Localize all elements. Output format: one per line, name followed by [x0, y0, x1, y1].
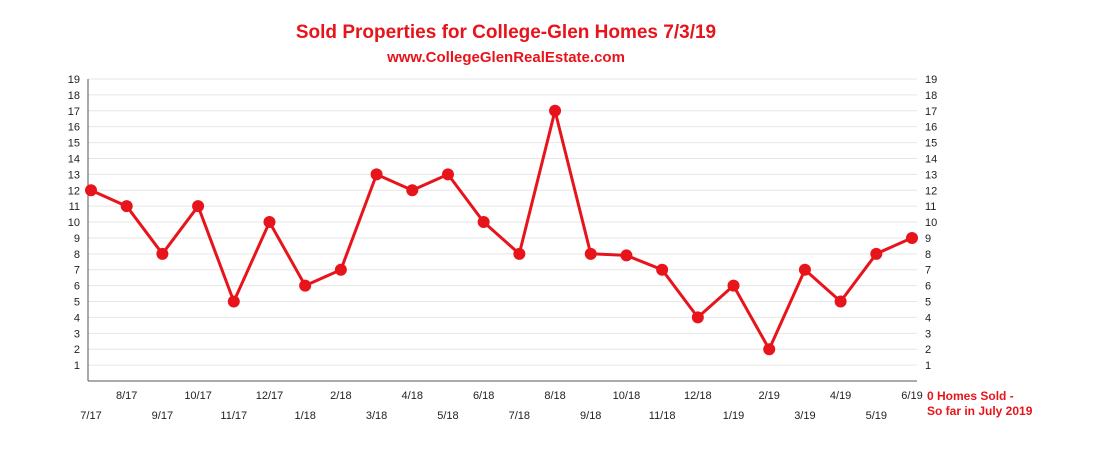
- series-line: [90, 109, 913, 351]
- x-tick-5/18: 5/18: [437, 410, 458, 422]
- y-tick-left-12: 12: [68, 185, 80, 197]
- y-tick-left-6: 6: [74, 281, 80, 293]
- y-tick-left-15: 15: [68, 138, 80, 150]
- x-axis-ticks: 7/17 8/17 9/17 10/17 11/17 12/17 1/18 2/18 3/18 4…: [80, 390, 922, 422]
- y-tick-right-17: 17: [925, 106, 937, 118]
- data-point-6/19: [906, 231, 918, 244]
- y-tick-left-16: 16: [68, 122, 80, 134]
- x-tick-11/18: 11/18: [649, 410, 676, 422]
- x-tick-7/17: 7/17: [80, 410, 101, 422]
- data-point-11/18: [656, 263, 669, 276]
- x-tick-10/17: 10/17: [184, 390, 212, 402]
- data-point-3/18: [370, 168, 383, 181]
- annotation-line-1: 0 Homes Sold -: [927, 389, 1014, 403]
- data-point-12/17: [263, 216, 276, 229]
- series-sold-homes: [85, 104, 918, 356]
- data-point-12/18: [691, 311, 704, 324]
- y-tick-left-4: 4: [74, 312, 80, 324]
- x-tick-5/19: 5/19: [866, 410, 887, 422]
- y-tick-right-2: 2: [925, 344, 931, 356]
- x-tick-3/19: 3/19: [794, 410, 815, 422]
- y-tick-left-17: 17: [68, 106, 80, 118]
- y-tick-left-3: 3: [74, 328, 80, 340]
- y-tick-right-19: 19: [925, 74, 937, 86]
- data-point-2/19: [763, 343, 776, 356]
- data-point-5/18: [441, 168, 454, 181]
- y-tick-left-2: 2: [74, 344, 80, 356]
- y-tick-right-14: 14: [925, 153, 937, 165]
- y-tick-right-18: 18: [925, 90, 937, 102]
- y-tick-right-4: 4: [925, 312, 931, 324]
- y-tick-right-13: 13: [925, 169, 937, 181]
- y-tick-right-15: 15: [925, 138, 937, 150]
- x-tick-8/18: 8/18: [544, 390, 565, 402]
- data-point-2/18: [334, 263, 347, 276]
- data-point-10/17: [192, 200, 205, 213]
- y-tick-right-10: 10: [925, 217, 937, 229]
- y-tick-right-11: 11: [925, 201, 936, 213]
- y-tick-left-9: 9: [74, 233, 80, 245]
- chart-title: Sold Properties for College-Glen Homes 7…: [296, 22, 716, 43]
- gridlines: [88, 78, 917, 366]
- x-tick-7/18: 7/18: [509, 410, 530, 422]
- data-point-3/19: [798, 263, 811, 276]
- x-tick-10/18: 10/18: [613, 390, 641, 402]
- data-point-9/17: [156, 247, 169, 260]
- x-tick-6/19: 6/19: [901, 390, 922, 402]
- data-point-10/18: [620, 249, 633, 262]
- x-tick-11/17: 11/17: [220, 410, 247, 422]
- y-tick-right-7: 7: [925, 265, 931, 277]
- data-point-8/17: [120, 200, 133, 213]
- x-tick-2/18: 2/18: [330, 390, 351, 402]
- data-point-7/18: [513, 247, 526, 260]
- x-tick-6/18: 6/18: [473, 390, 494, 402]
- y-tick-left-7: 7: [74, 265, 80, 277]
- y-tick-right-1: 1: [925, 360, 931, 372]
- data-point-6/18: [477, 216, 490, 229]
- x-tick-8/17: 8/17: [116, 390, 137, 402]
- data-point-5/19: [870, 247, 883, 260]
- x-tick-3/18: 3/18: [366, 410, 387, 422]
- y-tick-right-16: 16: [925, 122, 937, 134]
- data-point-11/17: [227, 295, 240, 308]
- data-point-7/17: [85, 184, 97, 197]
- y-tick-left-18: 18: [68, 90, 80, 102]
- y-tick-left-13: 13: [68, 169, 80, 181]
- annotation-line-2: So far in July 2019: [927, 404, 1033, 418]
- x-tick-4/19: 4/19: [830, 390, 851, 402]
- x-tick-12/17: 12/17: [256, 390, 284, 402]
- y-tick-right-9: 9: [925, 233, 931, 245]
- y-tick-left-19: 19: [68, 74, 80, 86]
- y-tick-right-6: 6: [925, 281, 931, 293]
- y-tick-right-5: 5: [925, 297, 931, 309]
- x-tick-1/18: 1/18: [294, 410, 315, 422]
- y-tick-left-14: 14: [68, 153, 80, 165]
- data-point-1/19: [727, 279, 740, 292]
- y-tick-left-11: 11: [69, 201, 80, 213]
- data-point-9/18: [584, 247, 597, 260]
- y-tick-right-12: 12: [925, 185, 937, 197]
- x-tick-4/18: 4/18: [402, 390, 423, 402]
- x-tick-12/18: 12/18: [684, 390, 712, 402]
- data-point-1/18: [299, 279, 312, 292]
- y-tick-left-8: 8: [74, 249, 80, 261]
- data-point-4/19: [834, 295, 847, 308]
- y-tick-left-5: 5: [74, 297, 80, 309]
- y-tick-left-10: 10: [68, 217, 80, 229]
- x-tick-2/19: 2/19: [759, 390, 780, 402]
- chart-subtitle: www.CollegeGlenRealEstate.com: [386, 49, 625, 66]
- data-point-8/18: [549, 104, 562, 117]
- x-tick-9/18: 9/18: [580, 410, 601, 422]
- x-tick-1/19: 1/19: [723, 410, 744, 422]
- axes: [87, 79, 917, 382]
- y-tick-left-1: 1: [74, 360, 80, 372]
- x-tick-9/17: 9/17: [152, 410, 173, 422]
- data-point-4/18: [406, 184, 419, 197]
- y-tick-right-8: 8: [925, 249, 931, 261]
- y-tick-right-3: 3: [925, 328, 931, 340]
